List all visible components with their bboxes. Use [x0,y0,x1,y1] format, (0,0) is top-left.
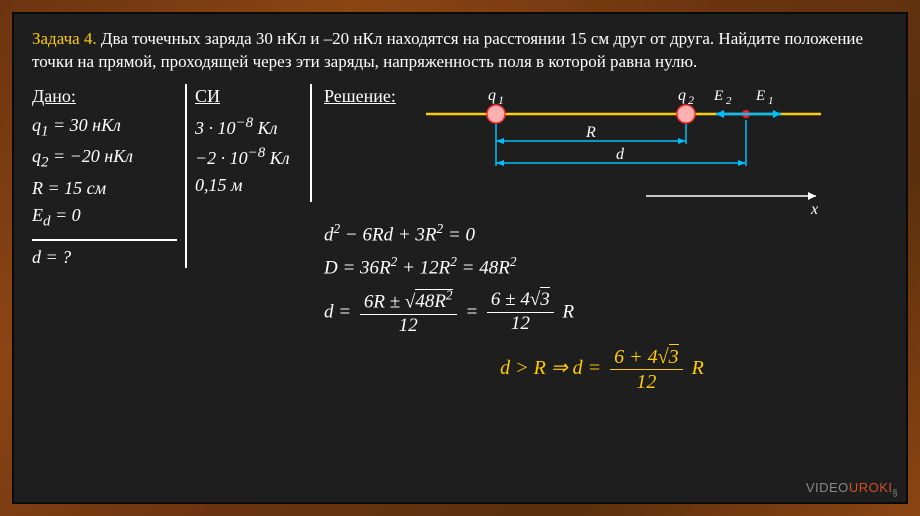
solution-header: Решение: [324,86,396,107]
given-line: R = 15 см [32,178,177,199]
si-header: СИ [195,86,220,107]
svg-text:1: 1 [498,93,504,107]
watermark: VIDEOUROKI§ [806,480,898,498]
equation-2: D = 36R2 + 12R2 = 48R2 [324,254,880,279]
svg-text:q: q [678,87,686,104]
given-header: Дано: [32,86,76,107]
watermark-suffix: § [892,488,898,498]
svg-text:1: 1 [768,95,774,107]
svg-text:d: d [616,146,625,163]
given-line: q2 = −20 нКл [32,146,177,172]
content-row: Дано: q1 = 30 нКл q2 = −20 нКл R = 15 см… [32,84,888,395]
si-line: 0,15 м [195,175,302,196]
find-line: d = ? [32,239,177,268]
watermark-t1: VIDEO [806,480,849,495]
problem-statement: Задача 4. Два точечных заряда 30 нКл и –… [32,28,888,74]
svg-text:E⃗: E⃗ [713,88,735,104]
final-answer: d > R ⇒ d = 6 + 4√312 R [324,345,880,394]
svg-text:2: 2 [726,95,732,107]
svg-text:E⃗: E⃗ [755,88,777,104]
si-column: СИ 3 · 10−8 Кл −2 · 10−8 Кл 0,15 м [187,84,312,202]
svg-text:2: 2 [688,93,694,107]
given-line: q1 = 30 нКл [32,115,177,141]
svg-text:q: q [488,87,496,104]
svg-text:x: x [810,201,818,218]
chalkboard: Задача 4. Два точечных заряда 30 нКл и –… [12,12,908,504]
problem-label: Задача 4. [32,29,97,48]
physics-diagram: q1 q2 E⃗2 [416,86,880,221]
given-column: Дано: q1 = 30 нКл q2 = −20 нКл R = 15 см… [32,84,187,268]
solution-column: Решение: q1 q2 [312,84,888,395]
svg-text:R: R [585,124,596,141]
equation-3: d = 6R ± √48R212 = 6 ± 4√312 R [324,288,880,338]
board-frame: Задача 4. Два точечных заряда 30 нКл и –… [0,0,920,516]
watermark-t2: UROKI [849,480,893,495]
given-line: Ed = 0 [32,205,177,231]
si-line: −2 · 10−8 Кл [195,145,302,169]
problem-body: Два точечных заряда 30 нКл и –20 нКл нах… [32,29,863,71]
equation-1: d2 − 6Rd + 3R2 = 0 [324,221,880,246]
si-line: 3 · 10−8 Кл [195,115,302,139]
